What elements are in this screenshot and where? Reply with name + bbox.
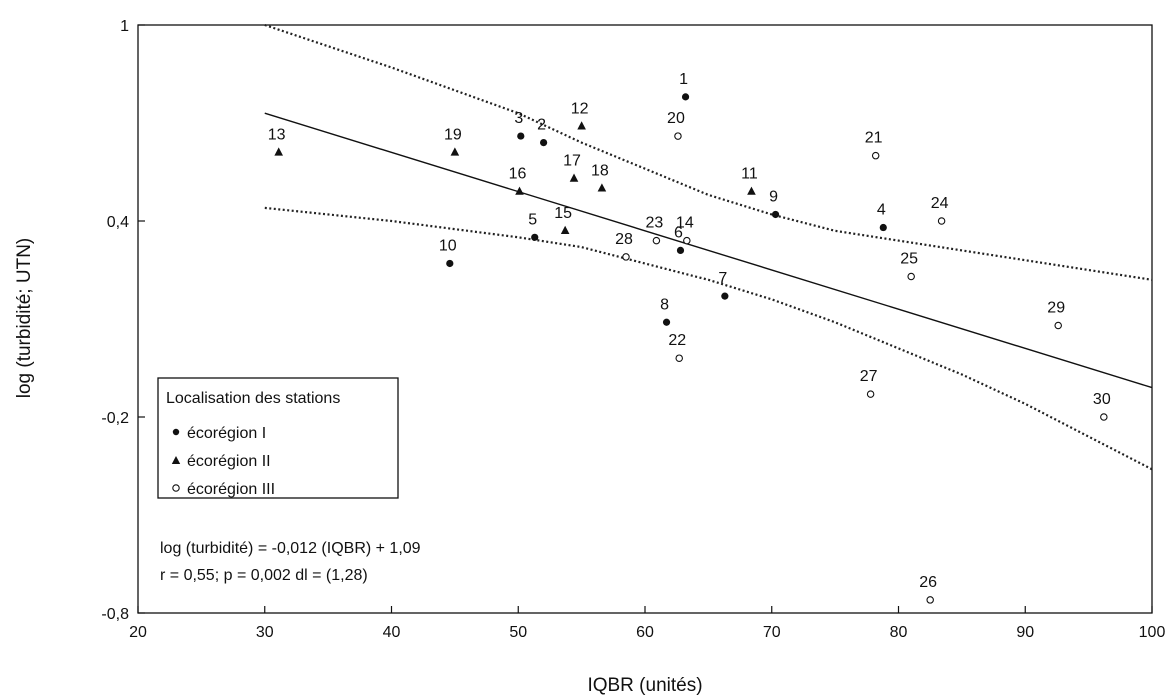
x-tick-label: 40: [383, 624, 401, 641]
point-marker-14: [683, 236, 691, 245]
x-tick-label: 70: [763, 624, 781, 641]
legend-entry-ecoregion-1: écorégion I: [187, 425, 266, 442]
point-label-16: 16: [509, 166, 527, 183]
x-tick-label: 80: [890, 624, 908, 641]
point-label-13: 13: [268, 126, 286, 143]
point-marker-26: [926, 596, 934, 604]
confidence-band-upper: [264, 23, 1153, 281]
x-axis-title: IQBR (unités): [587, 675, 702, 696]
point-label-9: 9: [769, 188, 778, 205]
point-label-10: 10: [439, 237, 457, 254]
point-marker-2: [540, 139, 548, 147]
point-label-11: 11: [741, 166, 758, 183]
point-marker-8: [662, 318, 671, 326]
point-marker-15: [560, 225, 570, 234]
point-marker-20: [674, 132, 682, 140]
regression-equation: log (turbidité) = -0,012 (IQBR) + 1,09: [160, 540, 421, 557]
point-marker-4: [879, 223, 887, 232]
point-label-28: 28: [615, 231, 633, 248]
point-label-8: 8: [660, 296, 669, 313]
point-marker-5: [531, 233, 539, 241]
y-tick-label: 0,4: [107, 214, 129, 231]
point-label-19: 19: [444, 126, 462, 143]
point-marker-13: [274, 147, 283, 156]
point-label-14: 14: [676, 215, 694, 232]
point-marker-17: [569, 173, 579, 182]
point-marker-16: [515, 186, 524, 195]
point-marker-22: [675, 354, 683, 362]
regression-line: [264, 112, 1153, 389]
point-marker-12: [577, 121, 586, 130]
point-label-1: 1: [679, 71, 688, 88]
plot-area-border: [137, 24, 1153, 614]
confidence-bands: [264, 23, 1153, 471]
point-marker-28: [622, 253, 630, 261]
point-marker-11: [747, 186, 756, 195]
point-marker-10: [446, 259, 454, 268]
y-axis-title: log (turbidité; UTN): [14, 238, 35, 399]
point-marker-27: [866, 390, 875, 398]
point-label-21: 21: [865, 130, 883, 147]
point-label-22: 22: [668, 332, 686, 349]
point-marker-9: [771, 210, 780, 219]
point-label-24: 24: [931, 195, 949, 212]
point-label-2: 2: [537, 117, 546, 134]
point-label-15: 15: [554, 205, 572, 222]
legend-title: Localisation des stations: [166, 390, 340, 407]
regression-line-group: [264, 112, 1153, 389]
point-label-18: 18: [591, 162, 609, 179]
point-marker-24: [937, 217, 946, 225]
x-tick-label: 90: [1016, 624, 1034, 641]
point-label-4: 4: [877, 202, 886, 219]
point-marker-29: [1054, 321, 1062, 330]
plot-frame: [137, 24, 1153, 614]
point-label-29: 29: [1047, 300, 1065, 317]
data-points: 1234567891011121314151617181920212223242…: [268, 71, 1111, 604]
point-label-6: 6: [674, 224, 683, 241]
point-marker-30: [1100, 413, 1108, 421]
point-marker-19: [450, 147, 460, 156]
legend: Localisation des stations écorégion I éc…: [157, 377, 399, 499]
point-marker-23: [652, 236, 661, 245]
legend-box: [157, 377, 399, 499]
point-label-26: 26: [919, 574, 937, 591]
point-label-25: 25: [900, 251, 918, 268]
point-label-7: 7: [718, 270, 727, 287]
point-marker-7: [721, 292, 729, 300]
x-tick-label: 20: [129, 624, 147, 641]
legend-marker-ecoregion-3: [172, 484, 180, 492]
x-tick-label: 50: [509, 624, 527, 641]
y-tick-label: -0,8: [101, 606, 129, 623]
y-tick-label: 1: [120, 18, 129, 35]
point-marker-3: [517, 132, 525, 140]
legend-entry-ecoregion-2: écorégion II: [187, 453, 271, 470]
point-marker-18: [597, 183, 607, 192]
point-marker-1: [681, 93, 690, 101]
y-tick-label: -0,2: [101, 410, 129, 427]
x-tick-label: 60: [636, 624, 654, 641]
point-label-27: 27: [860, 368, 878, 385]
x-tick-label: 100: [1139, 624, 1166, 641]
point-label-5: 5: [528, 211, 537, 228]
axis-ticks: 20 30 40 50 60 70 80 90 100 -0,8 -0,2 0,4 1: [101, 18, 1165, 641]
point-label-17: 17: [563, 153, 581, 170]
regression-stats: r = 0,55; p = 0,002 dl = (1,28): [160, 567, 368, 584]
point-label-12: 12: [571, 100, 589, 117]
point-label-20: 20: [667, 110, 685, 127]
point-marker-25: [907, 272, 915, 281]
point-marker-6: [676, 246, 685, 254]
legend-marker-ecoregion-1: [172, 428, 180, 436]
legend-marker-ecoregion-2: [171, 456, 181, 464]
point-marker-21: [871, 151, 880, 160]
point-label-3: 3: [514, 110, 523, 127]
legend-entry-ecoregion-3: écorégion III: [187, 481, 275, 498]
point-label-23: 23: [646, 215, 664, 232]
point-label-30: 30: [1093, 391, 1111, 408]
x-tick-label: 30: [256, 624, 274, 641]
